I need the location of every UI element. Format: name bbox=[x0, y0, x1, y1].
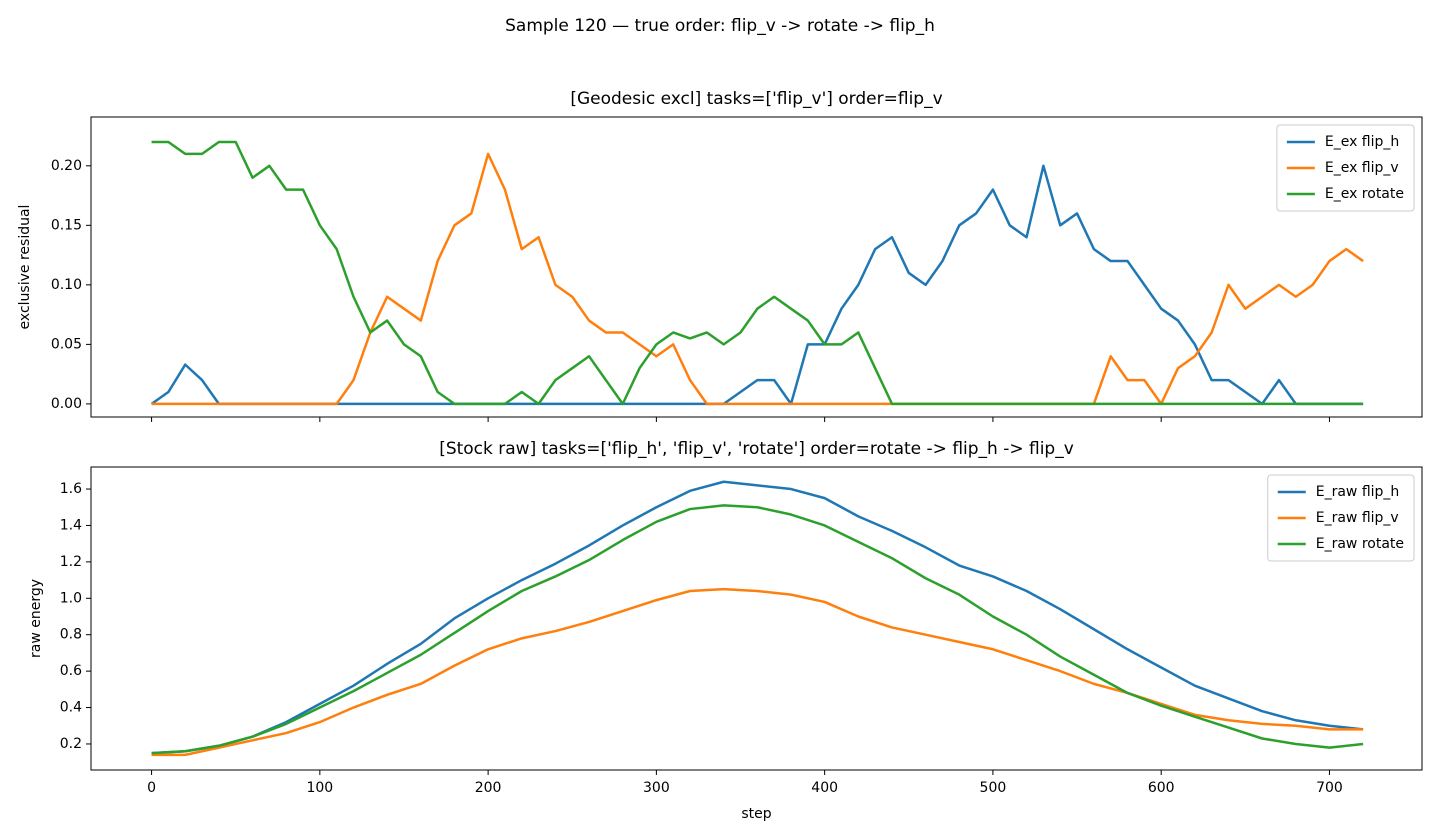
legend-label: E_ex flip_h bbox=[1325, 134, 1399, 150]
legend: E_raw flip_h E_raw flip_v E_raw rotate bbox=[1267, 474, 1415, 562]
legend-label: E_ex flip_v bbox=[1325, 160, 1399, 176]
y-tick-label: 1.6 bbox=[60, 481, 82, 497]
series-line bbox=[151, 587, 1364, 757]
figure-title: Sample 120 — true order: flip_v -> rotat… bbox=[505, 16, 935, 36]
x-tick-label: 100 bbox=[306, 780, 333, 796]
x-tick-label: 500 bbox=[980, 780, 1007, 796]
axes-frame bbox=[90, 466, 1423, 771]
y-tick-label: 0.00 bbox=[51, 396, 82, 412]
series-line bbox=[151, 480, 1364, 755]
legend-label: E_raw flip_v bbox=[1316, 510, 1399, 526]
legend-label: E_raw flip_h bbox=[1316, 484, 1400, 500]
x-tick-label: 400 bbox=[811, 780, 838, 796]
y-tick-label: 0.6 bbox=[60, 663, 82, 679]
legend-box bbox=[1267, 474, 1415, 562]
y-tick-label: 0.15 bbox=[51, 217, 82, 233]
y-tick-label: 0.2 bbox=[60, 736, 82, 752]
y-tick-label: 1.2 bbox=[60, 554, 82, 570]
y-tick-label: 1.4 bbox=[60, 517, 82, 533]
x-tick-label: 200 bbox=[475, 780, 502, 796]
y-tick-label: 0.8 bbox=[60, 627, 82, 643]
x-tick-label: 300 bbox=[643, 780, 670, 796]
x-tick-label: 0 bbox=[147, 780, 156, 796]
y-tick-label: 1.0 bbox=[60, 590, 82, 606]
legend: E_ex flip_h E_ex flip_v E_ex rotate bbox=[1276, 124, 1415, 212]
y-tick-label: 0.05 bbox=[51, 336, 82, 352]
legend-label: E_raw rotate bbox=[1316, 536, 1404, 552]
y-tick-label: 0.20 bbox=[51, 158, 82, 174]
y-tick-label: 0.4 bbox=[60, 700, 82, 716]
x-tick-label: 700 bbox=[1316, 780, 1343, 796]
axes-title: [Stock raw] tasks=['flip_h', 'flip_v', '… bbox=[439, 439, 1074, 459]
y-axis-label: exclusive residual bbox=[17, 205, 33, 330]
legend-box bbox=[1276, 124, 1415, 212]
series-line bbox=[150, 164, 1364, 406]
x-tick-label: 600 bbox=[1148, 780, 1175, 796]
axes-title: [Geodesic excl] tasks=['flip_v'] order=f… bbox=[570, 89, 942, 109]
series-line bbox=[151, 140, 1364, 406]
axes-frame bbox=[90, 116, 1423, 418]
y-axis-label: raw energy bbox=[28, 579, 44, 658]
legend-label: E_ex rotate bbox=[1325, 186, 1404, 202]
series-line bbox=[151, 152, 1364, 406]
x-axis-label: step bbox=[741, 806, 771, 822]
y-tick-label: 0.10 bbox=[51, 277, 82, 293]
series-line bbox=[151, 504, 1364, 755]
